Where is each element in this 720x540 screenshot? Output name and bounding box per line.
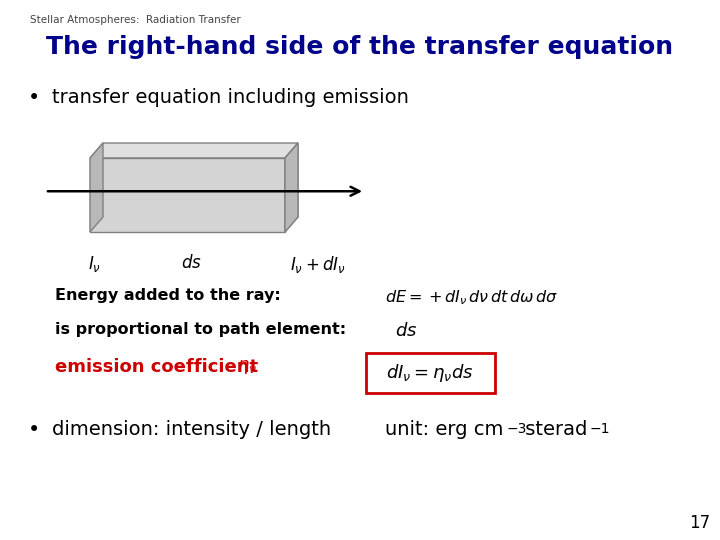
Text: •: • — [28, 420, 40, 440]
Polygon shape — [285, 143, 298, 232]
Text: $dI_\nu = \eta_\nu ds$: $dI_\nu = \eta_\nu ds$ — [386, 362, 474, 384]
Text: −3: −3 — [507, 422, 527, 436]
Text: emission coefficient: emission coefficient — [55, 358, 264, 376]
Text: transfer equation including emission: transfer equation including emission — [52, 88, 409, 107]
Text: Energy added to the ray:: Energy added to the ray: — [55, 288, 281, 303]
Text: Stellar Atmospheres:  Radiation Transfer: Stellar Atmospheres: Radiation Transfer — [30, 15, 240, 25]
Text: •: • — [28, 88, 40, 108]
Text: $I_\nu + dI_\nu$: $I_\nu + dI_\nu$ — [290, 254, 346, 275]
Text: is proportional to path element:: is proportional to path element: — [55, 322, 346, 337]
Polygon shape — [90, 143, 298, 158]
Text: dimension: intensity / length: dimension: intensity / length — [52, 420, 331, 439]
Polygon shape — [90, 143, 103, 232]
Text: The right-hand side of the transfer equation: The right-hand side of the transfer equa… — [46, 35, 674, 59]
Text: $I_\nu$: $I_\nu$ — [88, 254, 101, 274]
Text: sterad: sterad — [519, 420, 593, 439]
Text: 17: 17 — [689, 514, 710, 532]
Polygon shape — [90, 158, 285, 232]
Polygon shape — [285, 143, 298, 232]
Text: $ds$: $ds$ — [395, 322, 418, 340]
Text: −1: −1 — [590, 422, 611, 436]
Text: $ds$: $ds$ — [181, 254, 202, 272]
Text: $dE = +dI_\nu\,d\nu\,dt\,d\omega\,d\sigma$: $dE = +dI_\nu\,d\nu\,dt\,d\omega\,d\sigm… — [385, 288, 558, 307]
Text: $\eta_\nu$: $\eta_\nu$ — [237, 358, 257, 376]
Text: unit: erg cm: unit: erg cm — [385, 420, 503, 439]
FancyBboxPatch shape — [366, 353, 495, 393]
